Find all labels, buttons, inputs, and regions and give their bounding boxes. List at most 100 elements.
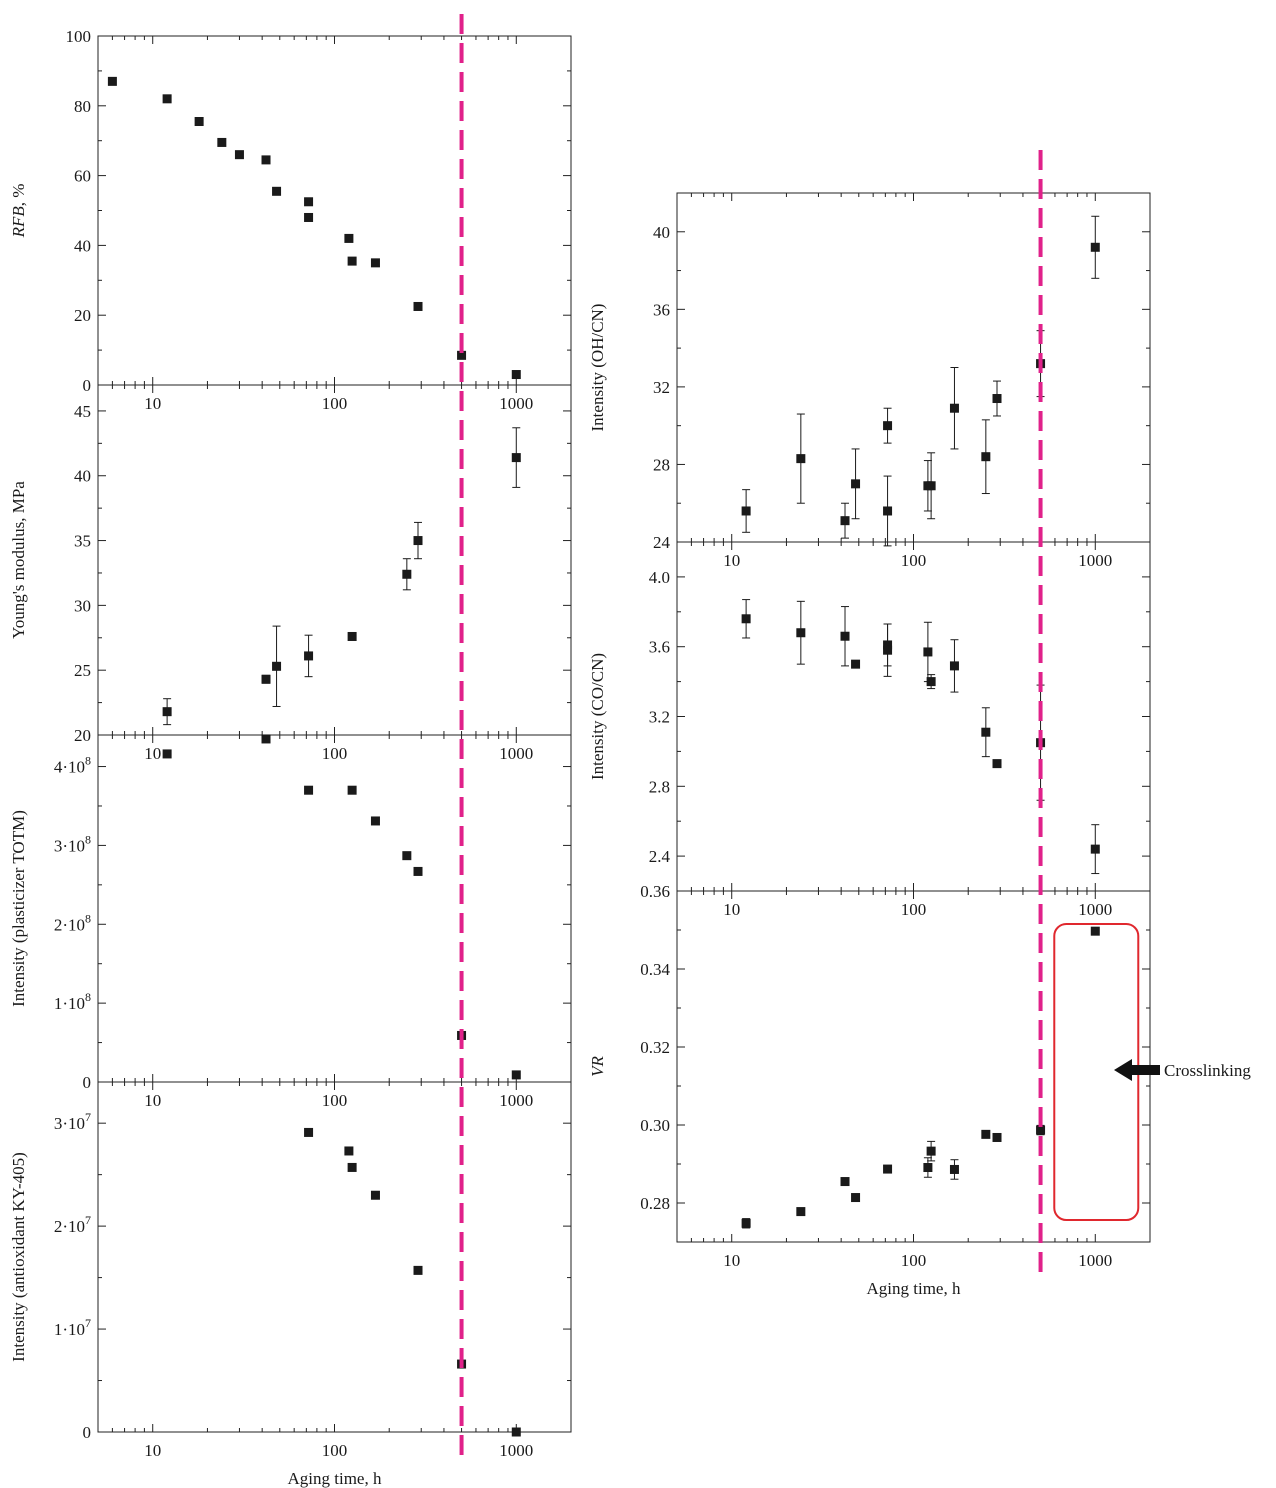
data-point-ky405-1 [344,1146,354,1156]
x-axis-title: Aging time, h [288,1469,382,1488]
data-point-cocn-5 [883,645,893,655]
data-point-youngs-2 [272,661,282,671]
data-point-cocn-1 [796,628,806,638]
data-point-ohcn-10 [992,394,1002,404]
data-point-cocn-8 [949,661,959,671]
data-point-totm-5 [402,851,412,861]
data-point-ohcn-8 [949,403,959,413]
y-tick-label: 40 [653,223,670,242]
x-tick-label: 1000 [1078,900,1112,919]
y-tick-label: 2·108 [54,911,91,934]
data-point-vr-7 [949,1164,959,1174]
data-point-rfb-3 [217,137,227,147]
x-tick-label: 10 [723,1251,740,1270]
y-tick-exponent: 7 [85,1316,91,1330]
x-tick-label: 100 [901,900,927,919]
data-point-rfb-4 [234,150,244,160]
plot-frame [97,734,572,1083]
data-point-vr-5 [923,1163,933,1173]
y-tick-label: 0 [83,1423,92,1442]
y-tick-exponent: 8 [85,911,91,925]
x-tick-label: 1000 [1078,1251,1112,1270]
x-tick-label: 1000 [499,1091,533,1110]
data-point-rfb-6 [272,186,282,196]
data-point-rfb-12 [413,301,423,311]
data-point-rfb-9 [344,233,354,243]
data-point-vr-4 [883,1164,893,1174]
x-tick-label: 100 [322,744,348,763]
data-point-cocn-3 [851,659,861,669]
y-tick-mantissa: 2·10 [54,915,85,934]
y-axis-title: Intensity (antioxidant KY-405) [9,1152,28,1362]
y-tick-mantissa: 1·10 [54,994,85,1013]
x-tick-label: 10 [144,1091,161,1110]
data-point-cocn-0 [741,614,751,624]
data-point-totm-8 [511,1070,521,1080]
data-point-vr-9 [992,1132,1002,1142]
data-point-youngs-3 [304,651,314,661]
y-tick-mantissa: 3·10 [54,836,85,855]
data-point-cocn-6 [923,647,933,657]
data-point-totm-2 [304,785,314,795]
y-tick-exponent: 8 [85,832,91,846]
data-point-rfb-11 [370,258,380,268]
y-tick-label: 100 [66,27,92,46]
data-point-vr-1 [796,1207,806,1217]
y-axis-title: VR [588,1056,607,1077]
y-tick-mantissa: 3·10 [54,1114,85,1133]
y-axis-title-suffix: , % [9,184,28,207]
y-tick-mantissa: 4·10 [54,758,85,777]
y-tick-label: 3·107 [54,1110,91,1133]
data-point-ohcn-3 [851,479,861,489]
y-tick-label: 2·107 [54,1213,91,1236]
y-axis-title: RFB, % [9,184,28,239]
data-point-ky405-3 [370,1190,380,1200]
plot-frame [97,1081,572,1433]
data-point-rfb-10 [347,256,357,266]
crosslinking-annotation: Crosslinking [1114,1059,1251,1081]
y-tick-label: 20 [74,306,91,325]
data-point-cocn-9 [981,727,991,737]
data-point-vr-2 [840,1177,850,1187]
data-point-ky405-4 [413,1265,423,1275]
data-point-vr-10 [1036,1125,1046,1135]
x-axis-title: Aging time, h [867,1279,961,1298]
y-tick-mantissa: 0 [83,1423,92,1442]
data-point-cocn-12 [1090,844,1100,854]
x-tick-label: 100 [901,1251,927,1270]
chart-panel-youngs: 10 100 1000 20 25 30 35 40 45 Young's modulus, MP… [9,384,572,763]
y-tick-label: 20 [74,726,91,745]
y-axis-title: Intensity (plasticizer TOTM) [9,810,28,1007]
y-tick-label: 60 [74,167,91,186]
data-point-youngs-0 [162,707,172,717]
data-point-youngs-5 [402,569,412,579]
y-tick-mantissa: 1·10 [54,1320,85,1339]
data-point-totm-3 [347,785,357,795]
data-point-rfb-13 [457,350,467,360]
overlay-layer: Crosslinking [459,14,1251,1462]
y-tick-label: 35 [74,532,91,551]
chart-panel-totm: 10 100 100001·1082·1083·1084·108Intensity … [9,734,572,1110]
data-point-ky405-0 [304,1127,314,1137]
y-tick-label: 4·108 [54,754,91,777]
data-point-cocn-2 [840,631,850,641]
x-tick-label: 1000 [1078,551,1112,570]
y-tick-label: 1·108 [54,990,91,1013]
y-axis-title-main: VR [588,1056,607,1077]
plot-frame [97,35,572,386]
y-tick-label: 28 [653,455,670,474]
y-tick-label: 32 [653,378,670,397]
data-point-ohcn-4 [883,421,893,431]
data-point-youngs-1 [261,674,271,684]
left-arrow-icon [1114,1059,1132,1081]
data-point-rfb-14 [511,370,521,380]
data-point-youngs-6 [413,536,423,546]
data-point-ohcn-7 [926,481,936,491]
chart-panel-rfb: 10 100 1000 0 20 40 60 80 100 RFB, % [9,27,572,413]
data-point-vr-8 [981,1129,991,1139]
data-point-ohcn-1 [796,454,806,464]
y-tick-label: 0.34 [640,960,670,979]
y-tick-label: 0.32 [640,1038,670,1057]
